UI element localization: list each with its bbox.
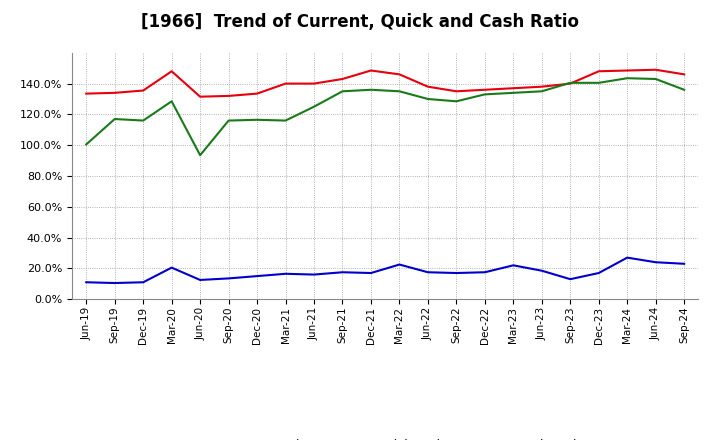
Quick Ratio [310,104,318,109]
Cash Ratio [509,263,518,268]
Quick Ratio [623,76,631,81]
Cash Ratio [225,276,233,281]
Text: [1966]  Trend of Current, Quick and Cash Ratio: [1966] Trend of Current, Quick and Cash … [141,13,579,31]
Cash Ratio [566,277,575,282]
Quick Ratio [395,88,404,94]
Current Ratio [338,77,347,82]
Current Ratio [680,72,688,77]
Cash Ratio [110,280,119,286]
Cash Ratio [680,261,688,267]
Cash Ratio [338,270,347,275]
Cash Ratio [480,270,489,275]
Quick Ratio [595,80,603,85]
Quick Ratio [338,88,347,94]
Current Ratio [310,81,318,86]
Current Ratio [595,69,603,74]
Current Ratio [110,90,119,95]
Quick Ratio [110,116,119,121]
Quick Ratio [282,118,290,123]
Current Ratio [537,84,546,89]
Line: Current Ratio: Current Ratio [86,70,684,97]
Cash Ratio [452,270,461,275]
Current Ratio [253,91,261,96]
Current Ratio [566,81,575,86]
Quick Ratio [167,99,176,104]
Current Ratio [509,85,518,91]
Quick Ratio [680,87,688,92]
Cash Ratio [139,280,148,285]
Current Ratio [225,93,233,99]
Cash Ratio [652,260,660,265]
Current Ratio [366,68,375,73]
Cash Ratio [282,271,290,276]
Line: Cash Ratio: Cash Ratio [86,258,684,283]
Quick Ratio [566,80,575,85]
Cash Ratio [167,265,176,270]
Current Ratio [196,94,204,99]
Cash Ratio [537,268,546,273]
Quick Ratio [366,87,375,92]
Current Ratio [452,88,461,94]
Current Ratio [652,67,660,72]
Current Ratio [82,91,91,96]
Quick Ratio [452,99,461,104]
Quick Ratio [82,142,91,147]
Cash Ratio [310,272,318,277]
Line: Quick Ratio: Quick Ratio [86,78,684,155]
Current Ratio [395,72,404,77]
Current Ratio [480,87,489,92]
Cash Ratio [595,270,603,275]
Quick Ratio [139,118,148,123]
Quick Ratio [509,90,518,95]
Cash Ratio [366,270,375,275]
Current Ratio [167,69,176,74]
Cash Ratio [623,255,631,260]
Current Ratio [139,88,148,93]
Cash Ratio [395,262,404,267]
Quick Ratio [196,153,204,158]
Quick Ratio [652,77,660,82]
Quick Ratio [253,117,261,122]
Legend: Current Ratio, Quick Ratio, Cash Ratio: Current Ratio, Quick Ratio, Cash Ratio [181,433,589,440]
Cash Ratio [82,280,91,285]
Current Ratio [423,84,432,89]
Current Ratio [282,81,290,86]
Cash Ratio [423,270,432,275]
Cash Ratio [253,274,261,279]
Quick Ratio [423,96,432,102]
Quick Ratio [225,118,233,123]
Current Ratio [623,68,631,73]
Cash Ratio [196,277,204,282]
Quick Ratio [480,92,489,97]
Quick Ratio [537,88,546,94]
